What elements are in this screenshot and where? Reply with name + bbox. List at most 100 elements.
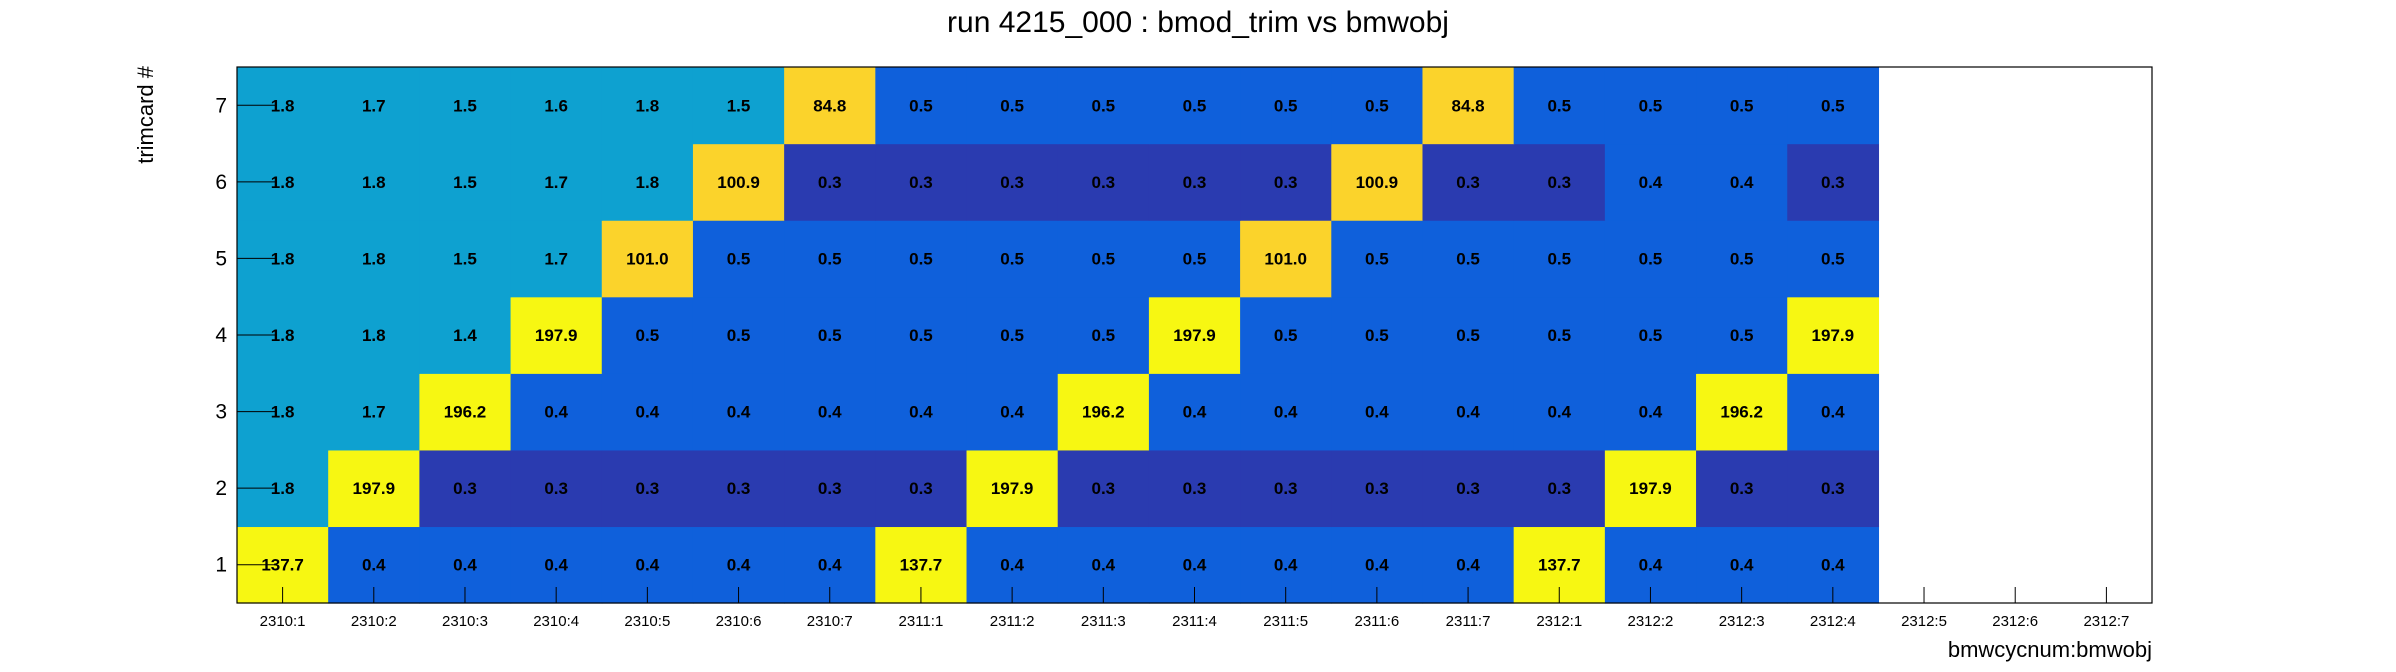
cell-value-label: 0.5: [727, 249, 751, 268]
heatmap-cell: [875, 373, 968, 451]
cell-value-label: 1.8: [271, 96, 295, 115]
cell-value-label: 0.3: [1274, 173, 1298, 192]
cell-value-label: 1.8: [362, 173, 386, 192]
heatmap-cell: [966, 296, 1059, 374]
x-tick-label: 2310:2: [351, 613, 397, 630]
cell-value-label: 0.4: [1274, 403, 1298, 422]
heatmap-cell: [1787, 67, 1880, 145]
cell-value-label: 84.8: [813, 96, 846, 115]
cell-value-label: 0.4: [544, 403, 568, 422]
cell-value-label: 1.4: [453, 326, 477, 345]
cell-value-label: 1.8: [362, 326, 386, 345]
cell-value-label: 0.3: [1365, 479, 1389, 498]
cell-value-label: 1.8: [636, 96, 660, 115]
cell-value-label: 0.5: [1547, 326, 1571, 345]
heatmap-cell: [1696, 67, 1788, 145]
cell-value-label: 101.0: [1264, 249, 1307, 268]
heatmap-cell: [692, 67, 785, 145]
x-tick-label: 2312:5: [1901, 613, 1947, 630]
heatmap-cell: [1696, 220, 1788, 298]
y-tick-label: 3: [215, 401, 227, 424]
heatmap-cell: [1240, 67, 1332, 145]
cell-value-label: 0.4: [727, 403, 751, 422]
x-tick-label: 2310:4: [533, 613, 579, 630]
heatmap-cell: [966, 220, 1059, 298]
heatmap-cell: [966, 143, 1059, 221]
heatmap-cell: [692, 143, 785, 221]
cell-value-label: 0.4: [636, 556, 660, 575]
cell-value-label: 0.5: [1365, 249, 1389, 268]
heatmap-cell: [784, 143, 876, 221]
heatmap-cell: [601, 296, 694, 374]
heatmap-cell: [1696, 373, 1788, 451]
cell-value-label: 0.3: [1183, 479, 1207, 498]
cell-value-label: 101.0: [626, 249, 669, 268]
cell-value-label: 0.5: [1183, 249, 1207, 268]
cell-value-label: 1.8: [271, 403, 295, 422]
y-tick-label: 4: [215, 324, 227, 347]
heatmap-cell: [1513, 373, 1606, 451]
cell-value-label: 0.5: [1821, 249, 1845, 268]
cell-value-label: 0.4: [453, 556, 477, 575]
cell-value-label: 197.9: [535, 326, 578, 345]
x-tick-label: 2310:5: [624, 613, 670, 630]
heatmap-cell: [1148, 449, 1241, 528]
cell-value-label: 1.7: [362, 403, 386, 422]
x-tick-label: 2312:3: [1719, 613, 1765, 630]
heatmap-cell: [1148, 373, 1241, 451]
cell-value-label: 0.5: [727, 326, 751, 345]
cell-value-label: 137.7: [261, 556, 304, 575]
heatmap-cell: [1604, 449, 1697, 528]
heatmap-cell: [1696, 449, 1788, 528]
cell-value-label: 0.5: [1091, 96, 1115, 115]
heatmap-cell: [1787, 449, 1880, 528]
x-tick-label: 2311:6: [1354, 613, 1399, 630]
heatmap-cell: [966, 449, 1059, 528]
cell-value-label: 0.4: [1639, 403, 1663, 422]
cell-value-label: 0.4: [1274, 556, 1298, 575]
cell-value-label: 1.7: [544, 173, 568, 192]
cell-value-label: 0.5: [1000, 326, 1024, 345]
heatmap-cell: [1240, 296, 1332, 374]
heatmap-cell: [875, 449, 968, 528]
cell-value-label: 197.9: [991, 479, 1034, 498]
cell-value-label: 0.4: [1000, 403, 1024, 422]
heatmap-cell: [875, 143, 968, 221]
cell-value-label: 0.4: [1091, 556, 1115, 575]
cell-value-label: 0.3: [1091, 173, 1115, 192]
heatmap-cell-labels: 137.7 0.4 0.4 0.4 0.4 0.4 0.4 137.7 0.4 0.4 0.4 0.4…: [261, 96, 1854, 574]
heatmap-cell: [1604, 67, 1697, 145]
heatmap-cell: [692, 296, 785, 374]
heatmap-cell: [1057, 67, 1150, 145]
heatmap-cell: [1422, 143, 1515, 221]
cell-value-label: 0.5: [1456, 326, 1480, 345]
heatmap-cell: [875, 220, 968, 298]
heatmap-cell: [1422, 220, 1515, 298]
heatmap-cell: [1057, 143, 1150, 221]
cell-value-label: 1.7: [544, 249, 568, 268]
heatmap-cell: [1513, 449, 1606, 528]
heatmap-cell: [1057, 220, 1150, 298]
y-tick-label: 2: [215, 477, 227, 500]
heatmap-cell: [1787, 296, 1880, 374]
heatmap-cell: [1240, 449, 1332, 528]
x-axis-label: bmwcycnum:bmwobj: [1948, 637, 2152, 662]
heatmap-cell: [1604, 373, 1697, 451]
cell-value-label: 0.5: [1183, 96, 1207, 115]
heatmap-cell: [1513, 296, 1606, 374]
cell-value-label: 0.4: [1000, 556, 1024, 575]
heatmap-cell: [419, 296, 512, 374]
cell-value-label: 0.3: [1274, 479, 1298, 498]
heatmap-cell: [966, 373, 1059, 451]
heatmap-cell: [1513, 67, 1606, 145]
heatmap-cell: [692, 220, 785, 298]
heatmap-cell: [328, 296, 420, 374]
heatmap-cell: [1696, 143, 1788, 221]
cell-value-label: 0.3: [1547, 173, 1571, 192]
y-tick-label: 1: [215, 554, 227, 577]
cell-value-label: 0.4: [1639, 556, 1663, 575]
cell-value-label: 0.4: [544, 556, 568, 575]
cell-value-label: 0.4: [1365, 556, 1389, 575]
heatmap-cell: [784, 296, 876, 374]
cell-value-label: 0.3: [1456, 173, 1480, 192]
